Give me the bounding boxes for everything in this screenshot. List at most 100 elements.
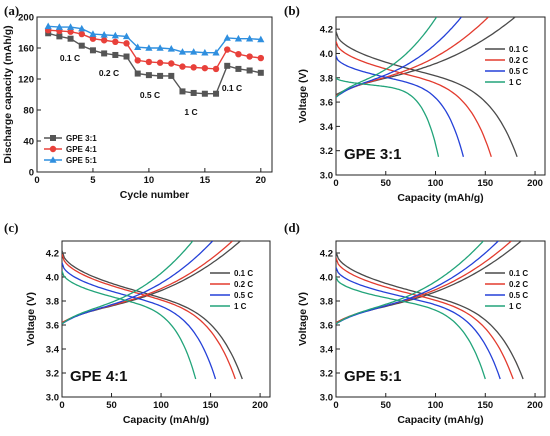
data-point [224,46,230,52]
rate-annotation: 1 C [184,107,197,117]
y-tick-label: 4.2 [46,249,59,260]
y-tick-label: 3.2 [46,369,59,380]
legend-entry: GPE 4:1 [66,145,97,154]
y-tick-label: 4.0 [46,273,59,284]
discharge-curve [62,251,242,379]
legend-entry: 0.2 C [234,280,253,289]
data-point [157,73,163,79]
x-tick-label: 0 [333,178,338,189]
y-tick-label: 3.8 [46,297,59,308]
x-tick-label: 50 [106,400,117,411]
data-point [124,54,130,60]
x-axis-label: Capacity (mAh/g) [397,414,483,426]
x-tick-label: 200 [527,178,543,189]
panel-d: 0 50 100 150 200 3.0 3.2 3.4 3.6 3.8 4.0 4.2 Capacit… [284,220,545,426]
curves [336,241,523,379]
data-point [213,91,219,97]
x-tick-label: 0 [34,175,39,186]
legend-entry: 0.1 C [509,45,528,54]
y-tick-label: 4.0 [320,49,333,60]
discharge-curve [336,258,513,379]
rate-annotation: 0.1 C [222,83,242,93]
panel-label: (a) [4,3,19,18]
y-tick-label: 160 [18,44,34,55]
x-tick-label: 20 [256,175,267,186]
data-point [50,135,56,141]
y-axis-label: Discharge capacity (mAh/g) [2,25,14,163]
y-axis-label: Voltage (V) [297,69,309,123]
y-axis-label: Voltage (V) [25,292,37,346]
y-tick-label: 40 [23,137,34,148]
x-tick-label: 100 [428,178,444,189]
data-point [79,43,85,49]
x-tick-label: 100 [153,400,169,411]
data-point [90,47,96,53]
panel-b: 0 50 100 150 200 3.0 3.2 3.4 3.6 3.8 4.0 4.2 Capacit… [284,3,545,204]
x-tick-label: 50 [380,178,391,189]
y-axis-label: Voltage (V) [297,292,309,346]
data-point [258,70,264,76]
data-point [246,53,252,59]
y-tick-label: 3.6 [46,321,59,332]
panel-label: (c) [4,220,18,235]
x-tick-label: 200 [252,400,268,411]
data-point [191,90,197,96]
y-tick-label: 200 [18,13,34,24]
data-point [68,36,74,42]
data-point [50,146,56,152]
data-point [56,33,62,39]
panel-label: (b) [284,3,300,18]
curves [62,241,242,379]
rate-annotation: 0.1 C [60,53,80,63]
sample-annotation: GPE 4:1 [70,368,128,385]
data-point [79,31,85,37]
x-tick-label: 5 [90,175,96,186]
legend-entry: 0.2 C [509,280,528,289]
data-point [202,91,208,97]
y-tick-label: 120 [18,75,34,86]
data-point [135,71,141,77]
x-axis-label: Cycle number [120,189,189,201]
x-tick-label: 10 [144,175,155,186]
x-tick-label: 50 [380,400,391,411]
data-point [258,55,264,61]
y-tick-label: 0 [29,168,34,179]
y-tick-label: 3.2 [320,146,333,157]
data-point [112,52,118,58]
discharge-curve [336,277,485,379]
discharge-curve [336,41,491,157]
legend-entry: 1 C [234,302,247,311]
y-tick-label: 80 [23,106,34,117]
data-point [179,63,185,69]
y-tick-label: 3.4 [320,345,334,356]
sample-annotation: GPE 5:1 [344,368,402,385]
curves [336,17,517,157]
rate-annotation: 0.5 C [140,90,160,100]
x-axis-label: Capacity (mAh/g) [123,414,209,426]
rate-annotation: 0.2 C [99,68,119,78]
legend-entry: 0.2 C [509,56,528,65]
y-tick-label: 3.6 [320,321,333,332]
y-tick-label: 3.0 [46,393,59,404]
x-tick-label: 100 [428,400,444,411]
data-point [101,50,107,56]
discharge-curve [336,56,463,157]
x-tick-label: 15 [200,175,211,186]
data-point [168,73,174,79]
data-point [202,65,208,71]
x-tick-label: 200 [527,400,543,411]
legend-entry: GPE 3:1 [66,134,97,143]
data-point [224,63,230,69]
legend-entry: 1 C [509,302,522,311]
legend-entry: 1 C [509,78,522,87]
data-point [179,88,185,94]
legend-entry: 0.5 C [234,291,253,300]
legend-entry: 0.5 C [509,291,528,300]
y-tick-label: 3.8 [320,297,333,308]
legend-entry: 0.1 C [234,269,253,278]
legend-entry: 0.5 C [509,67,528,76]
discharge-curve [336,78,439,157]
x-tick-label: 150 [477,400,493,411]
data-point [247,67,253,73]
data-point [190,64,196,70]
